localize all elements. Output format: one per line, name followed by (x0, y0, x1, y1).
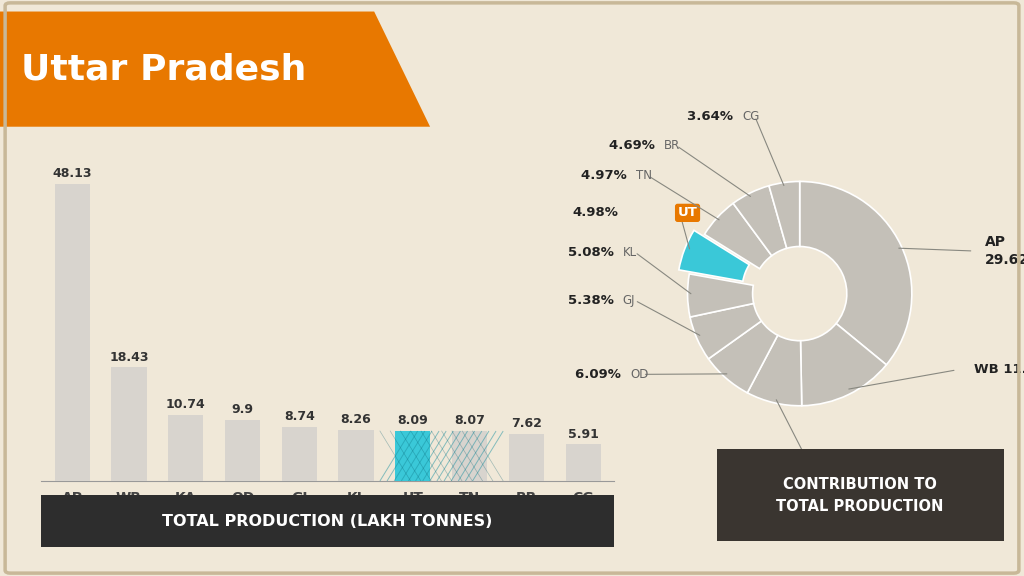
Wedge shape (801, 324, 887, 406)
Bar (54, 184, 90, 481)
Bar (452, 431, 487, 481)
Wedge shape (705, 203, 772, 269)
Text: Uttar Pradesh: Uttar Pradesh (20, 52, 306, 86)
Wedge shape (748, 335, 802, 406)
Wedge shape (687, 274, 754, 317)
Wedge shape (679, 230, 750, 281)
Text: GJ: GJ (623, 294, 635, 307)
Bar (565, 445, 601, 481)
Text: 7.62: 7.62 (511, 417, 542, 430)
Text: 3.64%: 3.64% (687, 110, 738, 123)
Wedge shape (709, 321, 777, 393)
Text: 4.98%: 4.98% (572, 206, 618, 219)
Polygon shape (0, 12, 430, 127)
Text: 5.91: 5.91 (567, 428, 599, 441)
Bar (395, 431, 430, 481)
Text: 10.74: 10.74 (166, 398, 206, 411)
Text: KA 6.61%: KA 6.61% (793, 461, 863, 474)
Text: 8.07: 8.07 (455, 415, 485, 427)
Bar (112, 367, 146, 481)
Text: 8.26: 8.26 (341, 414, 372, 426)
Text: CONTRIBUTION TO
TOTAL PRODUCTION: CONTRIBUTION TO TOTAL PRODUCTION (776, 477, 944, 514)
Text: AP
29.62%: AP 29.62% (985, 235, 1024, 267)
Text: BR: BR (664, 139, 680, 152)
Wedge shape (733, 185, 786, 256)
Text: CG: CG (742, 110, 760, 123)
Text: TOTAL PRODUCTION (LAKH TONNES): TOTAL PRODUCTION (LAKH TONNES) (163, 514, 493, 529)
Bar (339, 430, 374, 481)
Text: 18.43: 18.43 (110, 351, 148, 363)
Wedge shape (769, 181, 800, 248)
Wedge shape (690, 304, 762, 359)
Text: 9.9: 9.9 (231, 403, 254, 416)
Text: KL: KL (623, 245, 637, 259)
Text: 6.09%: 6.09% (575, 368, 626, 381)
Text: 8.74: 8.74 (284, 410, 314, 423)
Text: 8.09: 8.09 (397, 414, 428, 427)
Text: 48.13: 48.13 (52, 167, 92, 180)
Text: 4.69%: 4.69% (609, 139, 659, 152)
Bar (509, 434, 544, 481)
Bar (282, 427, 316, 481)
Text: TN: TN (636, 169, 652, 183)
Text: 5.08%: 5.08% (567, 245, 618, 259)
Text: 4.97%: 4.97% (581, 169, 632, 183)
Text: WB 11.34%: WB 11.34% (974, 363, 1024, 376)
Bar (225, 420, 260, 481)
Bar (168, 415, 204, 481)
Text: UT: UT (678, 206, 697, 219)
Wedge shape (800, 181, 911, 365)
Text: OD: OD (631, 368, 649, 381)
Text: 5.38%: 5.38% (567, 294, 618, 307)
